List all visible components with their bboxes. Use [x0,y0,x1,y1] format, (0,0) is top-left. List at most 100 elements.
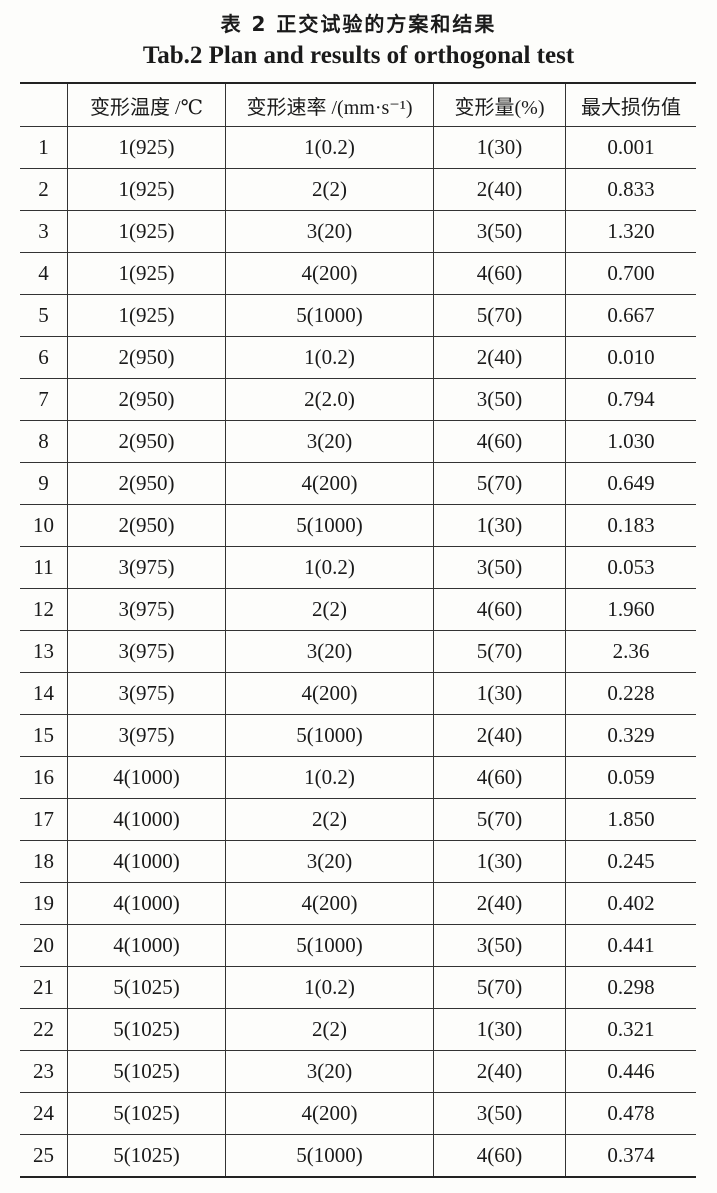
table-row: 10 2(950) 5(1000) 1(30) 0.183 [20,504,696,547]
cell-strain-rate: 2(2.0) [225,378,434,421]
table-row: 20 4(1000) 5(1000) 3(50) 0.441 [20,924,696,967]
cell-max-damage: 0.298 [565,966,696,1009]
cell-deformation: 4(60) [433,756,566,799]
cell-temperature: 3(975) [67,630,226,673]
cell-deformation: 1(30) [433,840,566,883]
cell-deformation: 5(70) [433,966,566,1009]
cell-index: 20 [20,924,68,967]
table-body: 1 1(925) 1(0.2) 1(30) 0.001 2 1(925) 2(2) 2(40) 0… [20,126,696,1178]
cell-temperature: 2(950) [67,336,226,379]
cell-index: 24 [20,1092,68,1135]
cell-strain-rate: 1(0.2) [225,966,434,1009]
cell-strain-rate: 1(0.2) [225,126,434,169]
table-row: 21 5(1025) 1(0.2) 5(70) 0.298 [20,966,696,1009]
cell-deformation: 1(30) [433,1008,566,1051]
cell-strain-rate: 2(2) [225,168,434,211]
cell-index: 15 [20,714,68,757]
cell-deformation: 2(40) [433,882,566,925]
cell-strain-rate: 3(20) [225,1050,434,1093]
table-caption-chinese: 表 2 正交试验的方案和结果 [220,12,497,36]
header-row: 变形温度 /℃ 变形速率 /(mm·s⁻¹) 变形量(%) 最大损伤值 [20,83,696,127]
cell-index: 19 [20,882,68,925]
cell-index: 1 [20,126,68,169]
cell-deformation: 5(70) [433,798,566,841]
cell-max-damage: 0.245 [565,840,696,883]
cell-max-damage: 2.36 [565,630,696,673]
header-max-damage: 最大损伤值 [565,83,696,127]
cell-deformation: 4(60) [433,252,566,295]
cell-temperature: 5(1025) [67,1134,226,1178]
cell-deformation: 5(70) [433,462,566,505]
cell-temperature: 4(1000) [67,924,226,967]
cell-strain-rate: 5(1000) [225,294,434,337]
cell-temperature: 5(1025) [67,1050,226,1093]
cell-deformation: 5(70) [433,630,566,673]
table-row: 11 3(975) 1(0.2) 3(50) 0.053 [20,546,696,589]
header-index [20,83,68,127]
cell-max-damage: 0.794 [565,378,696,421]
cell-index: 7 [20,378,68,421]
cell-max-damage: 0.321 [565,1008,696,1051]
header-temperature: 变形温度 /℃ [67,83,226,127]
cell-max-damage: 0.667 [565,294,696,337]
cell-max-damage: 1.030 [565,420,696,463]
cell-max-damage: 0.059 [565,756,696,799]
cell-deformation: 4(60) [433,1134,566,1178]
cell-deformation: 3(50) [433,546,566,589]
cell-deformation: 2(40) [433,1050,566,1093]
cell-strain-rate: 1(0.2) [225,546,434,589]
table-row: 12 3(975) 2(2) 4(60) 1.960 [20,588,696,631]
cell-max-damage: 0.446 [565,1050,696,1093]
cell-strain-rate: 3(20) [225,840,434,883]
cell-temperature: 5(1025) [67,1092,226,1135]
table-row: 3 1(925) 3(20) 3(50) 1.320 [20,210,696,253]
cell-index: 11 [20,546,68,589]
table-row: 17 4(1000) 2(2) 5(70) 1.850 [20,798,696,841]
cell-deformation: 5(70) [433,294,566,337]
table-row: 8 2(950) 3(20) 4(60) 1.030 [20,420,696,463]
cell-strain-rate: 3(20) [225,210,434,253]
cell-index: 6 [20,336,68,379]
cell-strain-rate: 5(1000) [225,714,434,757]
table-row: 4 1(925) 4(200) 4(60) 0.700 [20,252,696,295]
cell-temperature: 4(1000) [67,756,226,799]
cell-index: 16 [20,756,68,799]
cell-temperature: 4(1000) [67,840,226,883]
cell-index: 21 [20,966,68,1009]
table-row: 7 2(950) 2(2.0) 3(50) 0.794 [20,378,696,421]
cell-max-damage: 1.850 [565,798,696,841]
cell-max-damage: 0.001 [565,126,696,169]
cell-index: 12 [20,588,68,631]
cell-strain-rate: 5(1000) [225,504,434,547]
cell-temperature: 3(975) [67,714,226,757]
cell-max-damage: 0.228 [565,672,696,715]
cell-index: 14 [20,672,68,715]
cell-max-damage: 0.329 [565,714,696,757]
table-row: 15 3(975) 5(1000) 2(40) 0.329 [20,714,696,757]
cell-deformation: 4(60) [433,588,566,631]
cell-max-damage: 0.649 [565,462,696,505]
table-row: 22 5(1025) 2(2) 1(30) 0.321 [20,1008,696,1051]
cell-deformation: 2(40) [433,714,566,757]
cell-strain-rate: 2(2) [225,1008,434,1051]
cell-temperature: 1(925) [67,168,226,211]
cell-max-damage: 0.010 [565,336,696,379]
cell-temperature: 1(925) [67,294,226,337]
cell-deformation: 1(30) [433,672,566,715]
cell-strain-rate: 1(0.2) [225,336,434,379]
cell-strain-rate: 5(1000) [225,924,434,967]
cell-deformation: 3(50) [433,1092,566,1135]
cell-deformation: 3(50) [433,378,566,421]
cell-max-damage: 0.833 [565,168,696,211]
cell-temperature: 3(975) [67,588,226,631]
cell-strain-rate: 3(20) [225,420,434,463]
header-strain-rate: 变形速率 /(mm·s⁻¹) [225,83,434,127]
cell-max-damage: 0.053 [565,546,696,589]
cell-strain-rate: 4(200) [225,1092,434,1135]
cell-strain-rate: 4(200) [225,462,434,505]
cell-deformation: 1(30) [433,504,566,547]
cell-temperature: 4(1000) [67,798,226,841]
cell-index: 5 [20,294,68,337]
cell-deformation: 3(50) [433,210,566,253]
table-row: 5 1(925) 5(1000) 5(70) 0.667 [20,294,696,337]
